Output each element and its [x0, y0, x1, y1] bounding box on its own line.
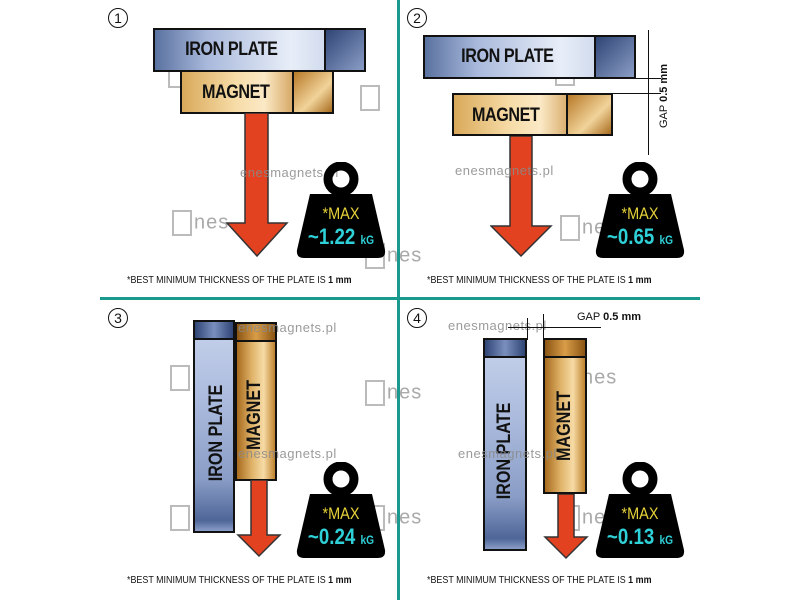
iron-plate: IRON PLATE — [193, 320, 235, 533]
force-value: ~0.65 kG — [606, 224, 674, 249]
footnote: *BEST MINIMUM THICKNESS OF THE PLATE IS … — [427, 274, 652, 286]
enes-logo-watermark: nes — [365, 380, 422, 406]
iron-plate-label: IRON PLATE — [461, 46, 554, 67]
horizontal-divider — [100, 297, 700, 300]
magnet: MAGNET — [543, 338, 587, 494]
down-arrow-icon — [236, 480, 282, 558]
watermark-text: enesmagnets.pl — [458, 446, 557, 461]
watermark-text: enesmagnets.pl — [238, 446, 337, 461]
gap-label: GAP 0.5 mm — [658, 63, 671, 129]
iron-plate-label: IRON PLATE — [185, 39, 278, 60]
dimension-line — [543, 314, 544, 340]
weight-icon — [296, 162, 386, 258]
magnet: MAGNET — [180, 70, 334, 114]
iron-plate: IRON PLATE — [423, 35, 636, 79]
magnet-label: MAGNET — [244, 380, 265, 450]
watermark-text: enesmagnets.pl — [240, 165, 339, 180]
panel-number: 3 — [108, 308, 128, 328]
iron-plate: IRON PLATE — [153, 28, 366, 72]
iron-plate: IRON PLATE — [483, 338, 527, 551]
enes-logo-watermark: nes — [172, 210, 229, 236]
max-label: *MAX — [621, 204, 659, 223]
max-label: *MAX — [322, 504, 360, 523]
down-arrow-icon — [225, 113, 289, 258]
down-arrow-icon — [490, 136, 553, 258]
magnet-label: MAGNET — [554, 391, 575, 461]
weight: *MAX ~1.22 kG — [296, 162, 386, 260]
magnet-label: MAGNET — [471, 105, 540, 126]
force-value: ~0.24 kG — [307, 524, 375, 549]
weight-icon — [296, 462, 386, 558]
dimension-line — [508, 327, 601, 328]
iron-plate-label: IRON PLATE — [206, 384, 227, 482]
enes-logo-watermark — [360, 85, 382, 111]
panel-number: 2 — [407, 8, 427, 28]
dimension-line — [527, 318, 528, 340]
magnet: MAGNET — [452, 93, 613, 136]
footnote: *BEST MINIMUM THICKNESS OF THE PLATE IS … — [127, 574, 352, 586]
force-value: ~0.13 kG — [606, 524, 674, 549]
max-label: *MAX — [621, 504, 659, 523]
weight: *MAX ~0.65 kG — [595, 162, 685, 260]
gap-label: GAP 0.5 mm — [577, 311, 642, 323]
dimension-line — [613, 93, 661, 94]
force-value: ~1.22 kG — [307, 224, 375, 249]
weight-icon — [595, 462, 685, 558]
weight: *MAX ~0.13 kG — [595, 462, 685, 560]
dimension-line — [648, 30, 649, 155]
magnet-label: MAGNET — [201, 82, 270, 103]
panel-number: 1 — [108, 8, 128, 28]
footnote: *BEST MINIMUM THICKNESS OF THE PLATE IS … — [127, 274, 352, 286]
down-arrow-icon — [543, 494, 589, 560]
footnote: *BEST MINIMUM THICKNESS OF THE PLATE IS … — [427, 574, 652, 586]
watermark-text: enesmagnets.pl — [455, 163, 554, 178]
max-label: *MAX — [322, 204, 360, 223]
weight: *MAX ~0.24 kG — [296, 462, 386, 560]
weight-icon — [595, 162, 685, 258]
magnet: MAGNET — [235, 322, 277, 481]
panel-number: 4 — [407, 308, 427, 328]
watermark-text: enesmagnets.pl — [448, 318, 547, 333]
watermark-text: enesmagnets.pl — [238, 320, 337, 335]
vertical-divider — [397, 0, 400, 600]
